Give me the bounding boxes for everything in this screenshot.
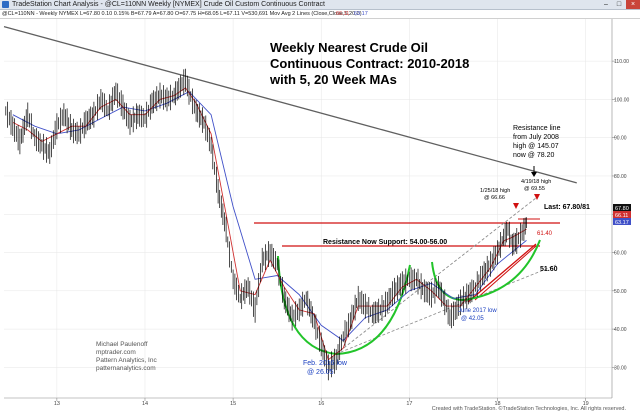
copyright-text: Created with TradeStation. ©TradeStation… [431,406,626,412]
channel-lower [335,264,557,355]
apr-high-label-1: 4/19/18 high [521,179,551,185]
window-title: TradeStation Chart Analysis - @CL=110NN … [12,1,325,8]
june-low-label-1: June 2017 low [458,308,497,314]
channel-upper [335,197,537,355]
long-term-resistance-line [3,26,577,184]
y-tick-label: 110.00 [614,59,629,65]
last-price-label: Last: 67.80/81 [544,204,590,211]
x-tick-label: 16 [318,401,324,407]
symbol-readout: @CL=110NN - Weekly NYMEX L=67.80 0.10 0.… [2,11,362,17]
price-tag-last: 67.80 [613,204,631,212]
footer: Created with TradeStation. ©TradeStation… [0,405,640,413]
resistance-note-4: now @ 78.20 [513,152,554,159]
up-trendline-2 [474,245,537,301]
author-credit-1: Michael Paulenoff [96,341,148,348]
jan-high-label-2: @ 66.66 [484,195,505,201]
price-tag-ma5: 66.11 [613,211,631,219]
price-tag-ma20-text: 63.17 [615,220,629,226]
author-credit-2: mptrader.com [96,349,136,356]
author-credit-3: Pattern Analytics, Inc [96,357,157,364]
resistance-note-1: Resistance line [513,125,561,132]
maximize-button[interactable]: □ [616,1,622,8]
level-6140-label: 61.40 [537,231,553,237]
x-tick-label: 18 [494,401,500,407]
close-button[interactable]: × [626,0,640,9]
y-tick-label: 30.00 [614,365,627,371]
jan-high-label-1: 1/25/18 high [480,188,510,194]
tradestation-icon [2,1,9,8]
y-tick-label: 100.00 [614,97,630,103]
price-bars [5,68,527,381]
x-tick-label: 17 [406,401,412,407]
y-tick-label: 80.00 [614,174,627,180]
ma20-readout: 63.17 [354,11,368,17]
minimize-button[interactable]: – [604,1,608,8]
x-tick-label: 19 [583,401,589,407]
apr-high-arrow-icon [534,194,540,200]
chart-title-line-1: Weekly Nearest Crude Oil [270,40,428,55]
annotation-lines [3,26,577,356]
bowl-arc-small [431,239,541,302]
price-tag-last-text: 67.80 [615,206,629,212]
y-tick-label: 60.00 [614,251,627,257]
apr-high-label-2: @ 69.55 [524,186,545,192]
up-trendline [467,243,537,303]
feb-low-label-2: @ 26.05 [307,369,334,376]
jan-high-arrow-icon [513,203,519,209]
june-low-label-2: @ 42.05 [461,316,484,322]
x-tick-label: 15 [230,401,236,407]
ma5-readout: 66.11 [336,11,350,17]
level-5160-label: 51.60 [540,266,558,273]
plot-area [4,19,612,398]
author-credit-4: patternanalytics.com [96,365,156,372]
resistance-note-3: high @ 145.07 [513,143,559,150]
symbol-info-bar: @CL=110NN - Weekly NYMEX L=67.80 0.10 0.… [0,10,640,19]
chart-title-line-3: with 5, 20 Week MAs [269,72,397,87]
window-titlebar: TradeStation Chart Analysis - @CL=110NN … [0,0,640,10]
price-tag-ma20: 63.17 [613,218,631,226]
x-tick-label: 13 [54,401,60,407]
y-tick-label: 50.00 [614,289,627,295]
y-tick-label: 90.00 [614,136,627,142]
y-tick-label: 40.00 [614,327,627,333]
price-tag-ma5-text: 66.11 [615,213,628,219]
x-axis-ticks: 13 14 15 16 17 18 19 [54,398,589,407]
resistance-note-2: from July 2008 [513,134,559,141]
chart-title-line-2: Continuous Contract: 2010-2018 [270,56,469,71]
resistance-arrow-icon [531,172,537,177]
x-tick-label: 14 [142,401,148,407]
feb-low-label-1: Feb. 2016 low [303,360,348,367]
support-zone-label: Resistance Now Support: 54.00-56.00 [323,239,447,246]
